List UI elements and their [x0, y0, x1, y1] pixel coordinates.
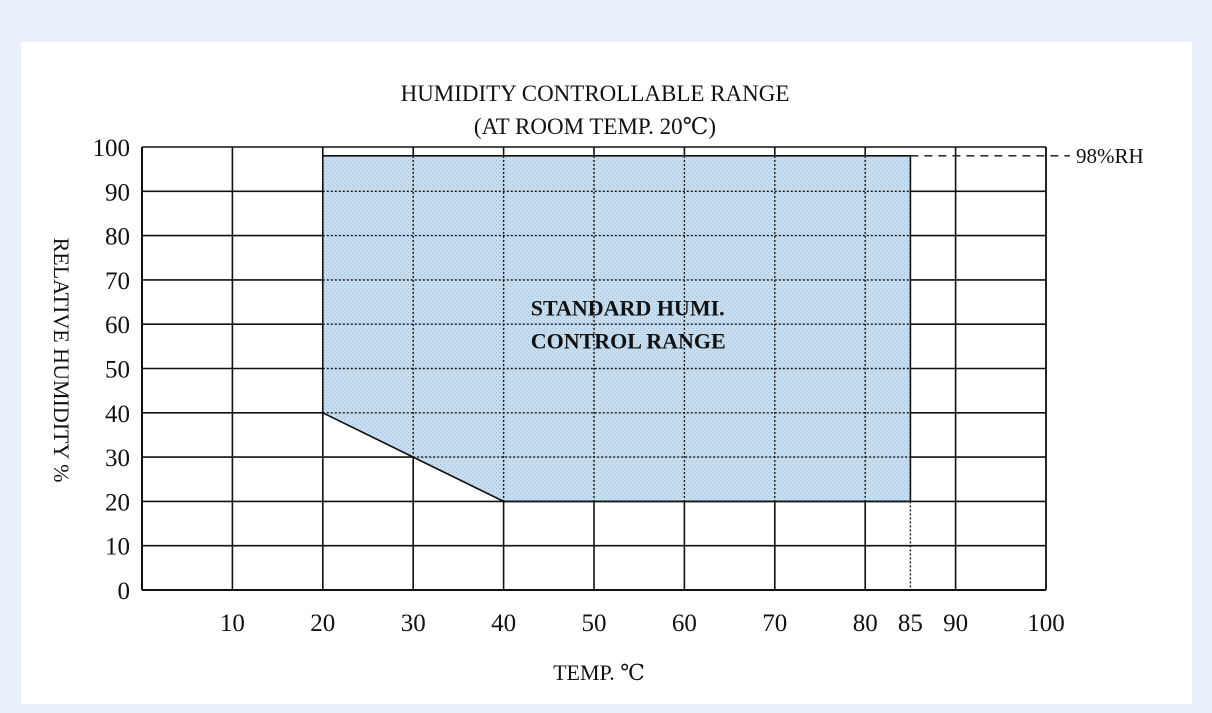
region-edge: [322, 412, 414, 458]
y-tick-label: 30: [105, 445, 130, 472]
y-tick-label: 20: [105, 489, 130, 516]
humidity-control-region: [322, 155, 911, 502]
y-tick-label: 60: [105, 312, 130, 339]
y-tick-label: 0: [118, 578, 131, 605]
x-tick-label: 100: [1027, 610, 1065, 637]
region-edge: [412, 456, 504, 503]
y-tick-label: 50: [105, 357, 130, 384]
y-axis-label: RELATIVE HUMIDITY %: [49, 238, 74, 483]
x-tick-label: 90: [943, 610, 968, 637]
x-tick-label: 80: [853, 610, 878, 637]
rh-98-annotation: 98%RH: [1076, 144, 1144, 168]
x-axis-label: TEMP. ℃: [553, 660, 645, 685]
x-tick-label: 10: [220, 610, 245, 637]
y-tick-label: 100: [93, 135, 131, 162]
region-label-line2: CONTROL RANGE: [531, 328, 726, 353]
y-tick-label: 70: [105, 268, 130, 295]
x-tick-label: 70: [762, 610, 787, 637]
x-tick-label: 50: [582, 610, 607, 637]
y-tick-label: 80: [105, 224, 130, 251]
x-tick-label: 30: [401, 610, 426, 637]
chart-subtitle: (AT ROOM TEMP. 20℃): [474, 114, 716, 139]
x-tick-label: 85: [898, 610, 923, 637]
x-tick-label: 40: [491, 610, 516, 637]
y-tick-label: 10: [105, 534, 130, 561]
y-tick-label: 40: [105, 401, 130, 428]
x-tick-label: 20: [310, 610, 335, 637]
chart-title: HUMIDITY CONTROLLABLE RANGE: [401, 81, 790, 106]
y-tick-label: 90: [105, 179, 130, 206]
region-label-line1: STANDARD HUMI.: [531, 295, 725, 320]
x-tick-label: 60: [672, 610, 697, 637]
